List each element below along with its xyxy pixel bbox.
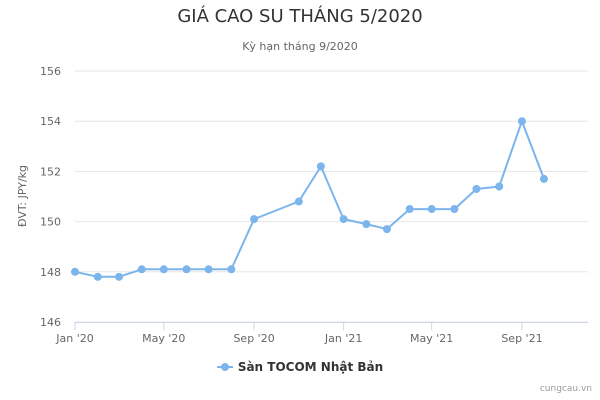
data-point[interactable] <box>495 182 504 191</box>
data-point[interactable] <box>472 184 481 193</box>
y-tick-label: 156 <box>40 65 61 78</box>
data-point[interactable] <box>227 265 236 274</box>
legend[interactable]: Sàn TOCOM Nhật Bản <box>0 360 600 374</box>
x-tick-label: Sep '21 <box>501 332 542 345</box>
legend-marker-icon <box>216 362 233 372</box>
data-point[interactable] <box>93 272 102 281</box>
chart-title: GIÁ CAO SU THÁNG 5/2020 <box>177 6 423 27</box>
y-axis-ticks: 146 148 150 152 154 156 <box>40 65 61 329</box>
x-tick-label: Jan '20 <box>55 332 93 345</box>
x-tick-label: Sep '20 <box>233 332 274 345</box>
data-point[interactable] <box>159 265 168 274</box>
series-group <box>71 117 548 281</box>
data-point[interactable] <box>182 265 191 274</box>
y-tick-label: 150 <box>40 216 61 229</box>
credit-text: cungcau.vn <box>539 384 592 394</box>
data-point[interactable] <box>539 174 548 183</box>
legend-label: Sàn TOCOM Nhật Bản <box>237 360 384 374</box>
y-tick-label: 154 <box>40 115 61 128</box>
data-point[interactable] <box>250 215 259 224</box>
data-point[interactable] <box>137 265 146 274</box>
y-tick-label: 152 <box>40 165 61 178</box>
gridlines <box>75 70 588 323</box>
chart-subtitle: Kỳ hạn tháng 9/2020 <box>242 40 358 53</box>
data-point[interactable] <box>382 225 391 234</box>
x-tick-label: May '21 <box>410 332 453 345</box>
x-axis: Jan '20 May '20 Sep '20 Jan '21 May '21 Sep '… <box>55 322 588 345</box>
x-tick-label: May '20 <box>142 332 185 345</box>
x-tick-label: Jan '21 <box>324 332 362 345</box>
series-line <box>74 120 545 278</box>
data-point[interactable] <box>71 267 79 276</box>
data-point[interactable] <box>339 215 348 224</box>
data-point[interactable] <box>450 205 459 214</box>
data-point[interactable] <box>427 205 436 214</box>
data-point[interactable] <box>115 272 124 281</box>
data-point[interactable] <box>362 220 371 229</box>
data-point[interactable] <box>405 205 414 214</box>
data-point[interactable] <box>204 265 213 274</box>
y-tick-label: 146 <box>40 316 61 329</box>
data-point[interactable] <box>517 117 526 126</box>
data-point[interactable] <box>316 162 325 171</box>
y-tick-label: 148 <box>40 266 61 279</box>
y-axis-label: ĐVT: JPY/kg <box>16 165 29 227</box>
data-point[interactable] <box>294 197 303 206</box>
